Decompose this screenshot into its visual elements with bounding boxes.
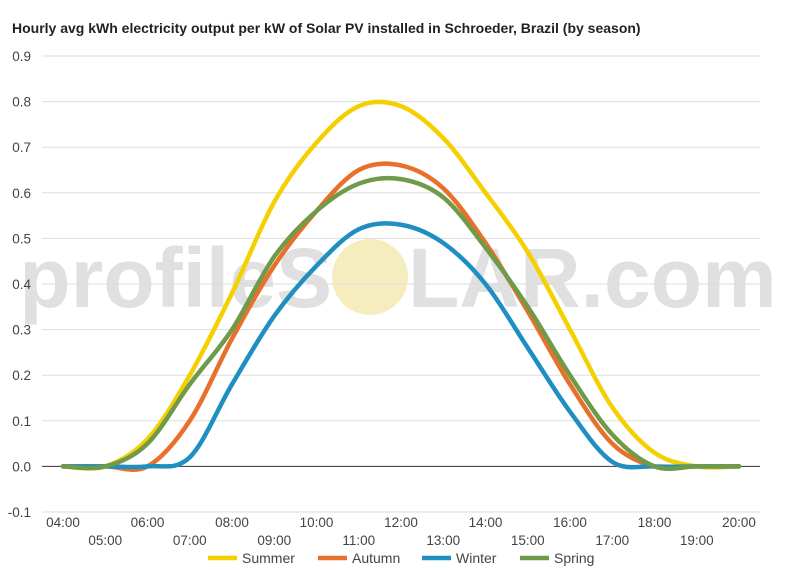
- x-tick-label: 16:00: [553, 515, 587, 530]
- y-tick-label: 0.7: [12, 140, 31, 155]
- legend-label-winter: Winter: [456, 550, 497, 566]
- y-tick-label: 0.4: [12, 277, 31, 292]
- x-tick-label: 06:00: [131, 515, 165, 530]
- y-tick-label: 0.8: [12, 95, 31, 110]
- x-tick-label: 13:00: [426, 533, 460, 548]
- watermark-text-right: LAR.com: [408, 231, 777, 325]
- x-tick-label: 12:00: [384, 515, 418, 530]
- x-tick-label: 09:00: [257, 533, 291, 548]
- series-line-spring: [60, 175, 742, 471]
- legend: Summer Autumn Winter Spring: [208, 550, 594, 566]
- x-tick-label: 18:00: [638, 515, 672, 530]
- y-axis: -0.1 0.0 0.1 0.2 0.3 0.4 0.5 0.6 0.7 0.8 0.9: [8, 49, 32, 520]
- y-tick-label: 0.1: [12, 414, 31, 429]
- series-lines: [60, 99, 742, 472]
- x-tick-label: 15:00: [511, 533, 545, 548]
- y-tick-label: 0.9: [12, 49, 31, 64]
- x-tick-label: 07:00: [173, 533, 207, 548]
- x-tick-label: 11:00: [342, 533, 375, 548]
- x-tick-label: 17:00: [595, 533, 629, 548]
- series-line-summer: [60, 99, 742, 471]
- x-tick-label: 10:00: [300, 515, 334, 530]
- series-line-winter: [60, 221, 742, 470]
- y-tick-label: 0.3: [12, 323, 31, 338]
- x-tick-label: 04:00: [46, 515, 80, 530]
- y-tick-label: 0.5: [12, 231, 31, 246]
- legend-label-summer: Summer: [242, 550, 295, 566]
- watermark: profileS LAR.com: [19, 231, 776, 325]
- legend-label-spring: Spring: [554, 550, 594, 566]
- x-tick-label: 19:00: [680, 533, 714, 548]
- y-tick-label: 0.2: [12, 368, 31, 383]
- y-tick-label: -0.1: [8, 505, 31, 520]
- watermark-sun: [332, 239, 408, 315]
- x-tick-label: 05:00: [88, 533, 122, 548]
- x-tick-label: 14:00: [469, 515, 503, 530]
- series-line-autumn: [60, 161, 742, 472]
- y-tick-label: 0.6: [12, 186, 31, 201]
- x-tick-label: 20:00: [722, 515, 756, 530]
- x-axis: 04:00 05:00 06:00 07:00 08:00 09:00 10:00 11:00…: [46, 515, 756, 548]
- x-tick-label: 08:00: [215, 515, 249, 530]
- y-tick-label: 0.0: [12, 459, 31, 474]
- legend-label-autumn: Autumn: [352, 550, 400, 566]
- chart-title: Hourly avg kWh electricity output per kW…: [12, 20, 641, 36]
